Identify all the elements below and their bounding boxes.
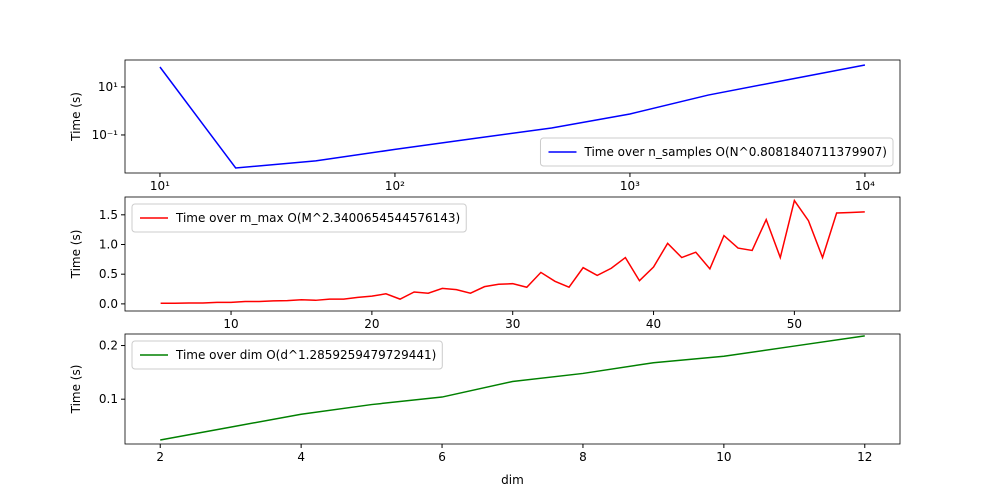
axes-frame <box>124 196 901 312</box>
y-tick-label: 0.1 <box>99 392 118 406</box>
legend-label: Time over m_max O(M^2.3400654544576143) <box>175 211 460 225</box>
x-tick-label: 50 <box>787 317 802 331</box>
y-tick-label: 0.0 <box>99 297 118 311</box>
axes: 2 4 6 8 10 12 0.1 0.2 Time (s) dim Time over dim O… <box>69 333 901 487</box>
x-tick-label: 30 <box>505 317 520 331</box>
data-line <box>160 335 865 441</box>
data-line <box>160 198 865 305</box>
y-axis-label: Time (s) <box>69 92 83 142</box>
y-axis-label: Time (s) <box>69 230 83 280</box>
axes-frame <box>124 333 901 445</box>
y-tick-label: 1.0 <box>99 238 118 252</box>
x-tick-label: 8 <box>579 450 587 464</box>
x-axis-label: dim <box>501 473 524 487</box>
y-axis-label: Time (s) <box>69 365 83 415</box>
axes-frame <box>124 59 901 174</box>
legend-frame <box>131 340 443 370</box>
x-tick-label: 2 <box>156 450 164 464</box>
x-tick-label: 4 <box>297 450 305 464</box>
legend: Time over n_samples O(N^0.80818407113799… <box>539 137 894 167</box>
y-tick-label: 10⁻¹ <box>92 128 119 142</box>
legend-label: Time over n_samples O(N^0.80818407113799… <box>583 145 887 159</box>
x-tick-label: 20 <box>364 317 379 331</box>
y-tick-label: 10¹ <box>98 80 118 94</box>
y-tick-label: 1.5 <box>99 208 118 222</box>
x-tick-label: 40 <box>646 317 661 331</box>
legend: Time over m_max O(M^2.3400654544576143) <box>131 203 467 233</box>
x-tick-label: 10 <box>223 317 238 331</box>
x-tick-label: 12 <box>857 450 872 464</box>
legend: Time over dim O(d^1.2859259479729441) <box>131 340 443 370</box>
legend-frame <box>539 137 894 167</box>
axes: 10 20 30 40 50 0.0 0.5 1.0 1.5 Time (s) Time over … <box>69 196 901 331</box>
data-line <box>159 64 866 169</box>
x-tick-label: 10 <box>716 450 731 464</box>
legend-label: Time over dim O(d^1.2859259479729441) <box>175 348 436 362</box>
x-tick-label: 6 <box>438 450 446 464</box>
x-tick-label: 10² <box>385 179 405 193</box>
x-tick-label: 10⁴ <box>855 179 875 193</box>
y-tick-label: 0.5 <box>99 267 118 281</box>
legend-frame <box>131 203 467 233</box>
y-tick-label: 0.2 <box>99 339 118 353</box>
x-tick-label: 10³ <box>620 179 640 193</box>
axes: 10¹ 10² 10³ 10⁴ 10⁻¹ 10¹ Time (s) Time over n_s… <box>69 59 901 193</box>
x-tick-label: 10¹ <box>150 179 170 193</box>
